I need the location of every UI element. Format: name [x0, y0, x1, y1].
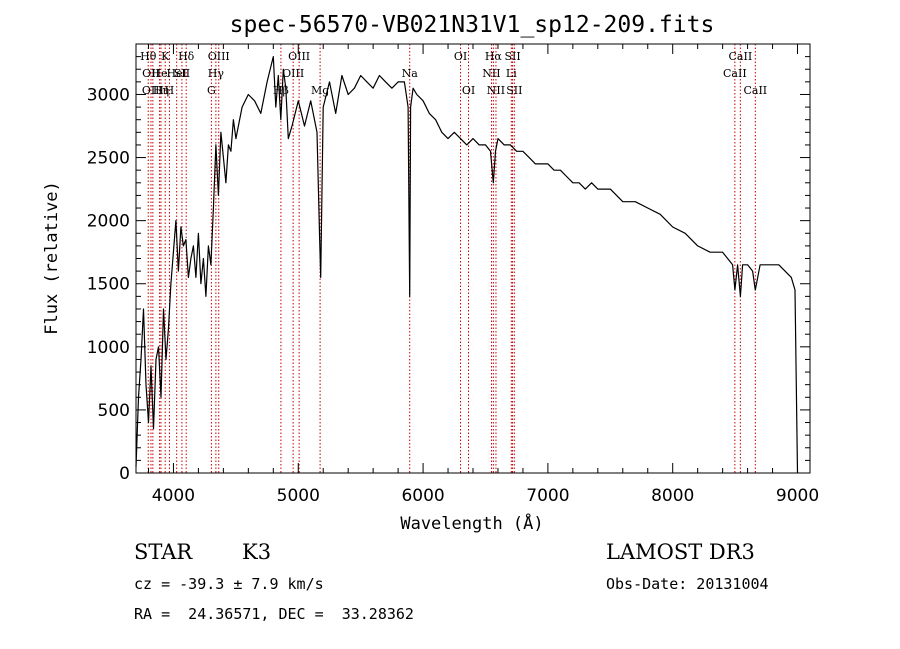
line-label-oiii: OIII: [208, 50, 230, 63]
line-label-h: H: [165, 84, 175, 97]
plot-frame: [135, 43, 811, 474]
line-label-oi: OI: [454, 50, 467, 63]
spectrum-line: [135, 56, 799, 474]
y-tick-label: 1000: [87, 338, 130, 358]
line-label-hei: HeI: [166, 67, 186, 80]
spectral-subclass: K3: [242, 540, 272, 564]
axis-tick-labels: 4000 5000 6000 7000 8000 9000 0 500 1000 1500 2000…: [87, 85, 819, 506]
x-tick-label: 7000: [526, 486, 569, 506]
y-tick-label: 500: [98, 401, 130, 421]
line-label-nii: NII: [482, 67, 500, 80]
x-tick-label: 9000: [776, 486, 819, 506]
y-tick-label: 3000: [87, 85, 130, 105]
line-label-oiii: OIII: [142, 84, 164, 97]
line-label-g: G: [207, 84, 216, 97]
line-label-li: Li: [506, 67, 517, 80]
x-tick-label: 5000: [277, 486, 320, 506]
line-label-oiii: OIII: [282, 67, 304, 80]
line-label-oiii: OIII: [288, 50, 310, 63]
line-label-caii: CaII: [723, 67, 747, 80]
line-label-na: Na: [402, 67, 419, 80]
line-label-hη: Hη: [153, 84, 169, 97]
line-label-oi: OI: [462, 84, 475, 97]
line-label-sii: SII: [504, 50, 520, 63]
x-tick-label: 4000: [152, 486, 195, 506]
object-type: STAR: [134, 540, 193, 564]
coordinates: RA = 24.36571, DEC = 33.28362: [134, 605, 414, 623]
redshift-velocity: cz = -39.3 ± 7.9 km/s: [134, 575, 324, 593]
survey-name: LAMOST DR3: [606, 540, 755, 564]
line-label-oii: OII: [142, 67, 160, 80]
x-tick-label: 8000: [651, 486, 694, 506]
spectral-line-labels: HθOIIOIIIHeHηKHHeIHδSIIGHγOIIIHβOIIIOIII…: [140, 50, 767, 97]
y-tick-label: 1500: [87, 275, 130, 295]
line-label-k: K: [161, 50, 170, 63]
line-label-mg: Mg: [311, 84, 329, 97]
observation-date: Obs-Date: 20131004: [606, 575, 769, 593]
line-label-hθ: Hθ: [140, 50, 157, 63]
line-label-caii: CaII: [743, 84, 767, 97]
axis-ticks: [136, 44, 810, 474]
line-label-sii: SII: [506, 84, 522, 97]
line-label-hγ: Hγ: [208, 67, 225, 80]
line-label-nii: NII: [487, 84, 505, 97]
line-label-hα: Hα: [485, 50, 503, 63]
line-label-caii: CaII: [729, 50, 753, 63]
spectral-line-markers: [147, 44, 756, 473]
y-tick-label: 2500: [87, 149, 130, 169]
y-tick-label: 0: [119, 464, 130, 484]
chart-title: spec-56570-VB021N31V1_sp12-209.fits: [230, 12, 715, 38]
x-axis-label: Wavelength (Å): [400, 512, 543, 534]
line-label-sii: SII: [174, 67, 190, 80]
y-tick-label: 2000: [87, 212, 130, 232]
line-label-he: He: [152, 67, 168, 80]
x-tick-label: 6000: [401, 486, 444, 506]
y-axis-label: Flux (relative): [42, 181, 62, 335]
line-label-hδ: Hδ: [178, 50, 195, 63]
